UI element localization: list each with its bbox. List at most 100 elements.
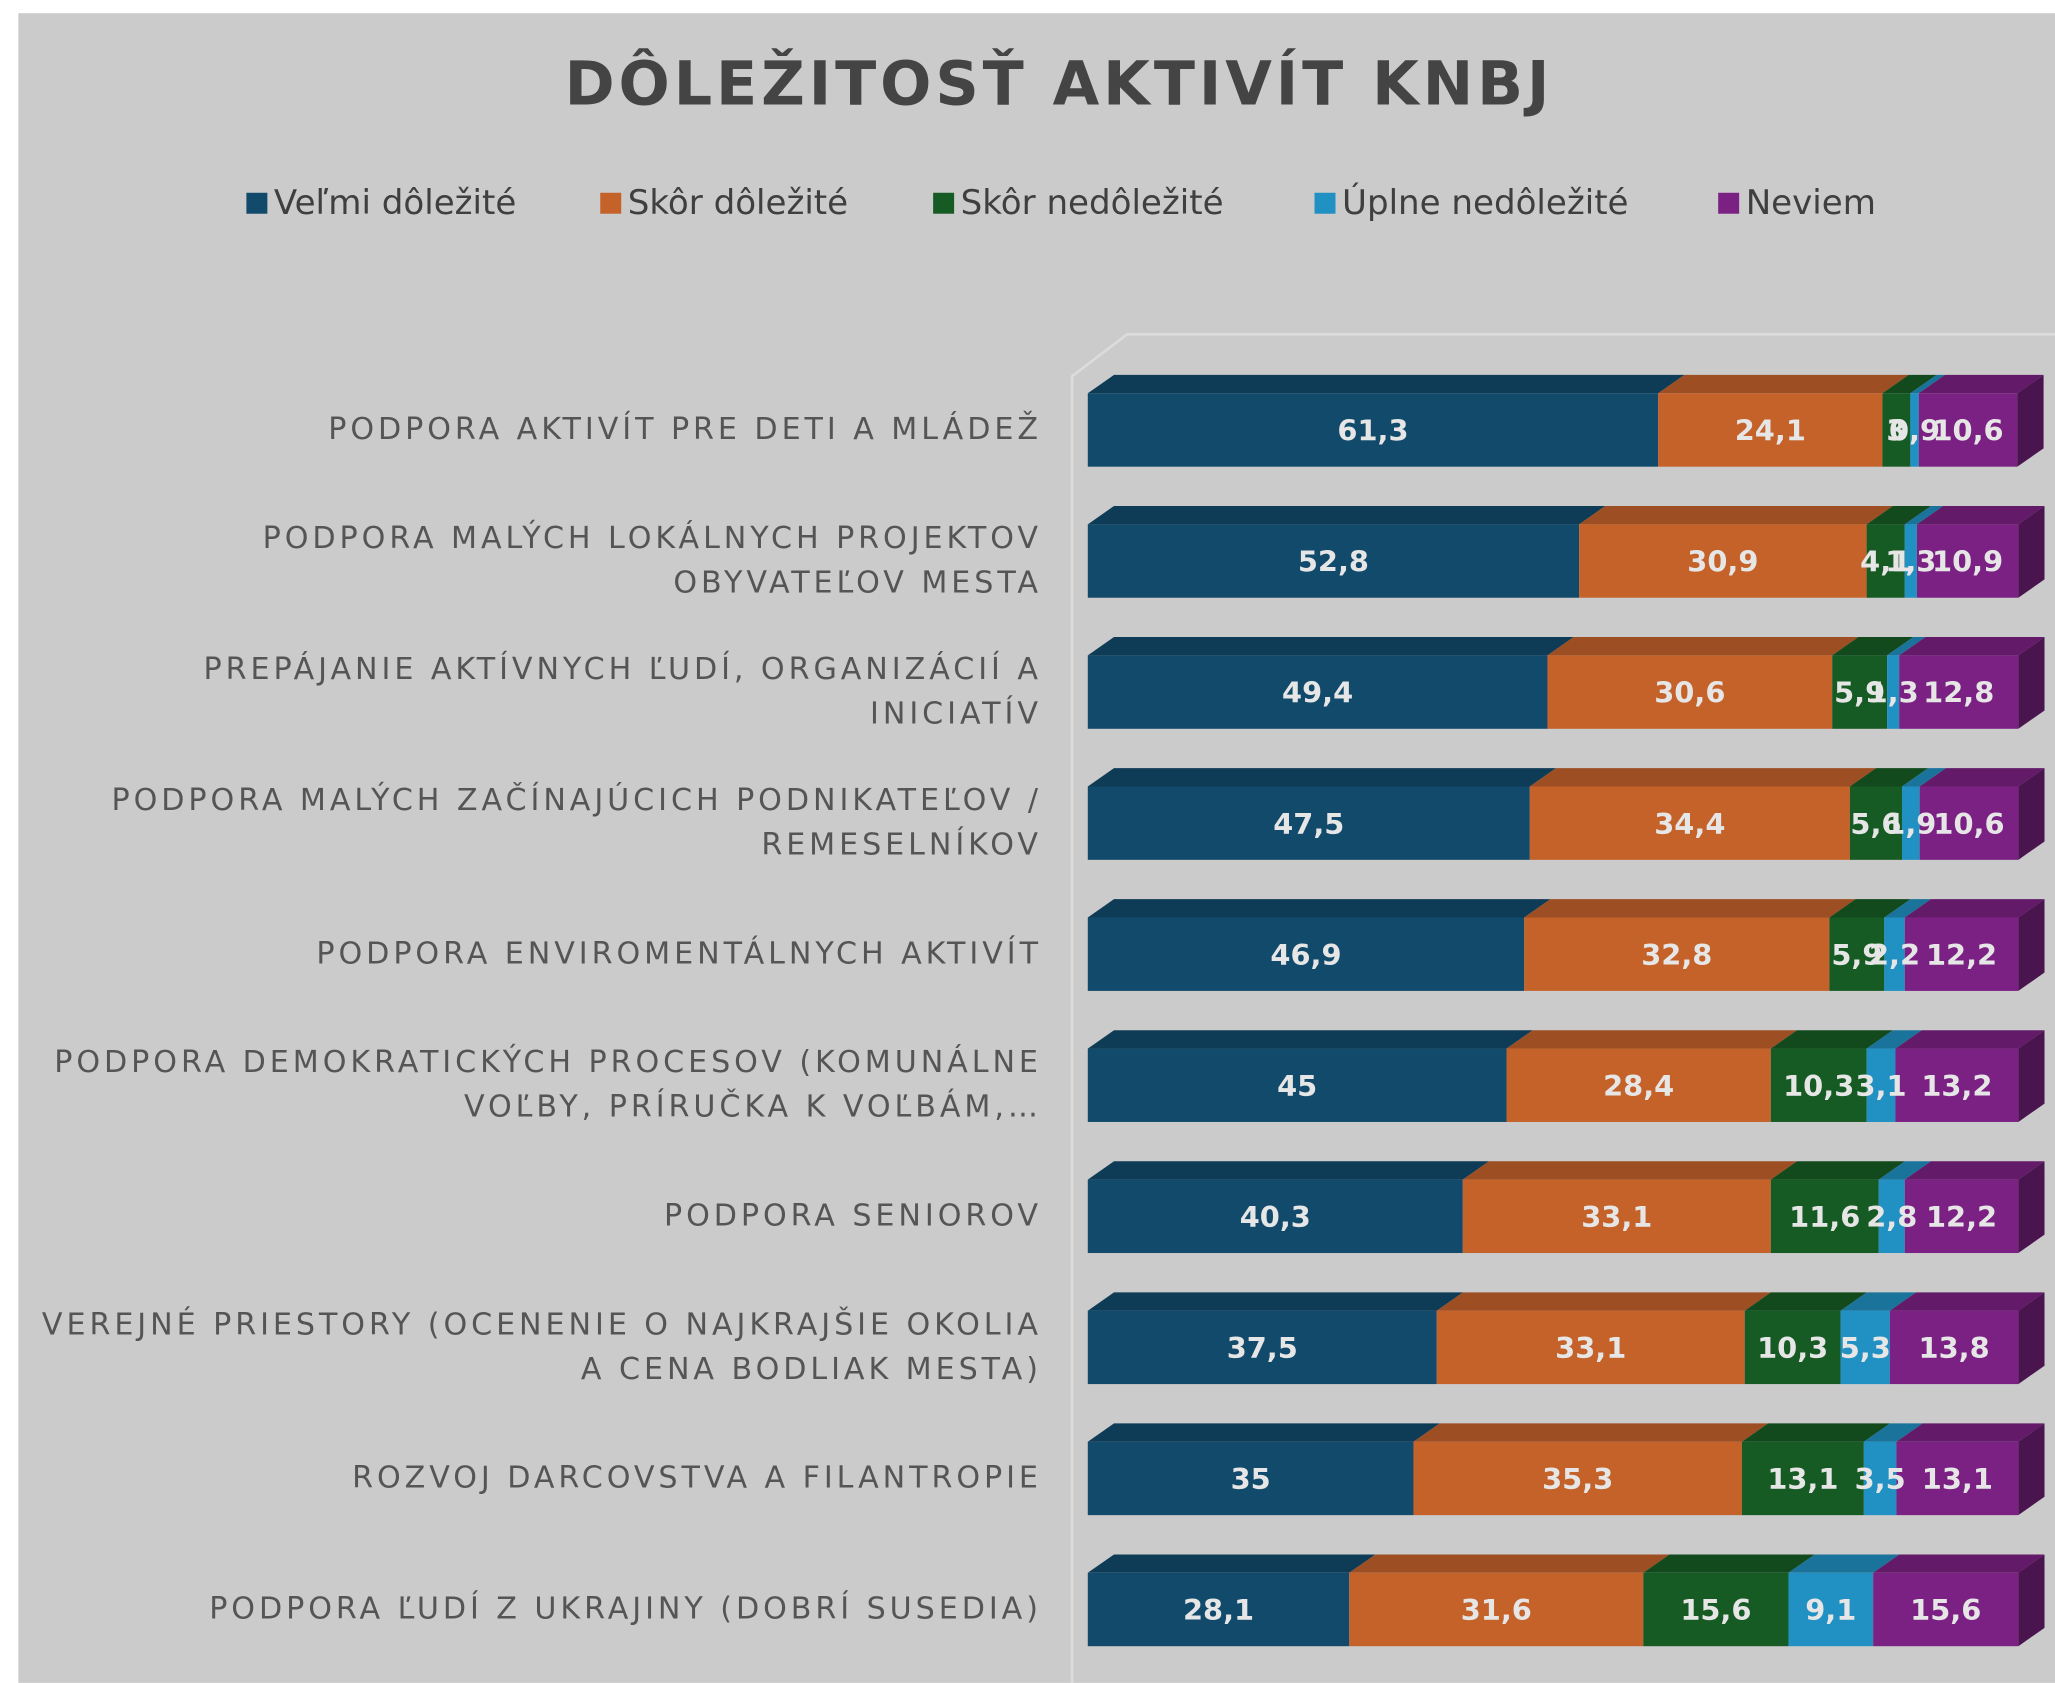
- bar-side: [2018, 1030, 2045, 1122]
- bar-top: [1863, 1423, 1923, 1442]
- bar-top: [1901, 768, 1946, 787]
- data-label: 40,3: [1240, 1200, 1311, 1234]
- category-label-box: PREPÁJANIE AKTÍVNYCH ĽUDÍ, ORGANIZÁCIÍ A…: [203, 653, 1037, 732]
- bar-segment: [1832, 655, 1888, 729]
- category-label-box: PODPORA ĽUDÍ Z UKRAJINY (DOBRÍ SUSEDIA): [209, 1592, 1042, 1627]
- data-label: 35,3: [1542, 1462, 1613, 1496]
- data-label: 2,2: [1869, 938, 1920, 972]
- bar-top: [1087, 1030, 1533, 1049]
- data-label: 12,2: [1926, 1200, 1997, 1234]
- legend-label: Neviem: [1746, 183, 1876, 223]
- data-label: 10,6: [1933, 807, 2004, 841]
- bar-top: [1524, 899, 1856, 918]
- bar-top: [1896, 1423, 2045, 1442]
- bar-segment: [1087, 524, 1580, 598]
- bar-top: [1087, 505, 1606, 525]
- data-label: 10,3: [1783, 1069, 1854, 1103]
- bar-segment: [1349, 1572, 1644, 1647]
- bar-segment: [1910, 393, 1919, 467]
- bar-top: [1087, 1161, 1489, 1180]
- bar-top: [1884, 899, 1931, 918]
- data-label: 9,1: [1805, 1593, 1856, 1627]
- data-label: 0,9: [1889, 414, 1940, 448]
- legend-swatch: [933, 192, 955, 214]
- bar-segment: [1087, 1048, 1507, 1122]
- data-label: 52,8: [1298, 545, 1369, 579]
- data-label: 13,1: [1922, 1462, 1993, 1496]
- bar-top: [1866, 1030, 1922, 1049]
- bar-segment: [1087, 1310, 1437, 1385]
- bar-side: [2018, 1554, 2045, 1647]
- data-label: 1,3: [1885, 545, 1936, 579]
- bar-segment: [1896, 1441, 2019, 1516]
- data-label: 10,3: [1757, 1331, 1828, 1365]
- category-label: PODPORA DEMOKRATICKÝCH PROCESOV (KOMUNÁL…: [54, 1045, 1042, 1125]
- bar-top: [1087, 1423, 1440, 1442]
- bar-segment: [1901, 786, 1920, 860]
- bar-segment: [1889, 1310, 2019, 1385]
- bar-top: [1506, 1030, 1797, 1049]
- category-label: PODPORA ĽUDÍ Z UKRAJINY (DOBRÍ SUSEDIA): [209, 1592, 1042, 1627]
- category-label: PODPORA AKTIVÍT PRE DETI A MLÁDEŽ: [328, 412, 1042, 448]
- bar-segment: [1741, 1441, 1864, 1516]
- bar-segment: [1087, 786, 1530, 860]
- bar-top: [1919, 768, 2045, 787]
- bar-top: [1916, 505, 2045, 525]
- bar-top: [1904, 899, 2045, 918]
- bar-segment: [1643, 1572, 1789, 1647]
- category-label: PODPORA SENIOROV: [663, 1199, 1042, 1234]
- data-label: 12,8: [1923, 676, 1994, 710]
- legend-swatch: [1314, 192, 1336, 214]
- data-label: 5,3: [1840, 1331, 1891, 1365]
- data-label: 33,1: [1581, 1200, 1652, 1234]
- bar-top: [1887, 637, 1926, 656]
- bar-top: [1889, 1292, 2045, 1311]
- category-label-box: PODPORA MALÝCH ZAČÍNAJÚCICH PODNIKATEĽOV…: [112, 784, 1038, 863]
- bar-top: [1899, 637, 2045, 656]
- bar-top: [1087, 899, 1551, 918]
- bar-segment: [1840, 1310, 1890, 1385]
- data-label: 15,6: [1910, 1593, 1981, 1627]
- bar-segment: [1904, 524, 1917, 598]
- data-label: 5,9: [1831, 938, 1882, 972]
- category-label-box: ROZVOJ DARCOVSTVA A FILANTROPIE: [352, 1461, 1038, 1495]
- legend-swatch: [246, 192, 268, 214]
- bar-segment: [1863, 1441, 1897, 1516]
- bar-segment: [1899, 655, 2019, 729]
- data-label: 28,1: [1183, 1593, 1254, 1627]
- bar-top: [1788, 1554, 1900, 1573]
- bar-top: [1529, 768, 1877, 787]
- bar-segment: [1087, 1441, 1414, 1516]
- data-label: 61,3: [1337, 414, 1408, 448]
- category-labels: PODPORA AKTIVÍT PRE DETI A MLÁDEŽ PODPORA…: [41, 412, 1042, 1627]
- bar-segment: [1887, 655, 1900, 729]
- bar-top: [1579, 505, 1893, 525]
- legend-swatch: [600, 192, 622, 214]
- bar-segment: [1087, 1179, 1463, 1254]
- bar-top: [1087, 374, 1685, 394]
- bar-segment: [1087, 917, 1525, 991]
- bar-top: [1087, 637, 1574, 656]
- bar-segment: [1436, 1310, 1745, 1385]
- data-label: 45: [1277, 1069, 1317, 1103]
- bar-segment: [1878, 1179, 1905, 1254]
- data-label: 30,9: [1687, 545, 1758, 579]
- category-label-box: PODPORA DEMOKRATICKÝCH PROCESOV (KOMUNÁL…: [54, 1045, 1042, 1125]
- bar-segment: [1770, 1048, 1867, 1122]
- data-label: 1,9: [1885, 807, 1936, 841]
- data-label: 13,8: [1919, 1331, 1990, 1365]
- data-label: 28,4: [1603, 1069, 1674, 1103]
- data-label: 10,9: [1932, 545, 2003, 579]
- bar-segment: [1904, 1179, 2019, 1254]
- category-label: PODPORA ENVIROMENTÁLNYCH AKTIVÍT: [316, 937, 1042, 972]
- bar-segment: [1658, 393, 1883, 467]
- bar-segment: [1579, 524, 1867, 598]
- data-label: 34,4: [1654, 807, 1725, 841]
- data-label: 30,6: [1654, 676, 1725, 710]
- category-label: VEREJNÉ PRIESTORY (OCENENIE O NAJKRAJŠIE…: [41, 1308, 1042, 1387]
- category-label-box: PODPORA AKTIVÍT PRE DETI A MLÁDEŽ: [328, 412, 1042, 448]
- data-label: 3,5: [1855, 1462, 1906, 1496]
- bar-top: [1910, 374, 1945, 394]
- bar-segment: [1895, 1048, 2019, 1122]
